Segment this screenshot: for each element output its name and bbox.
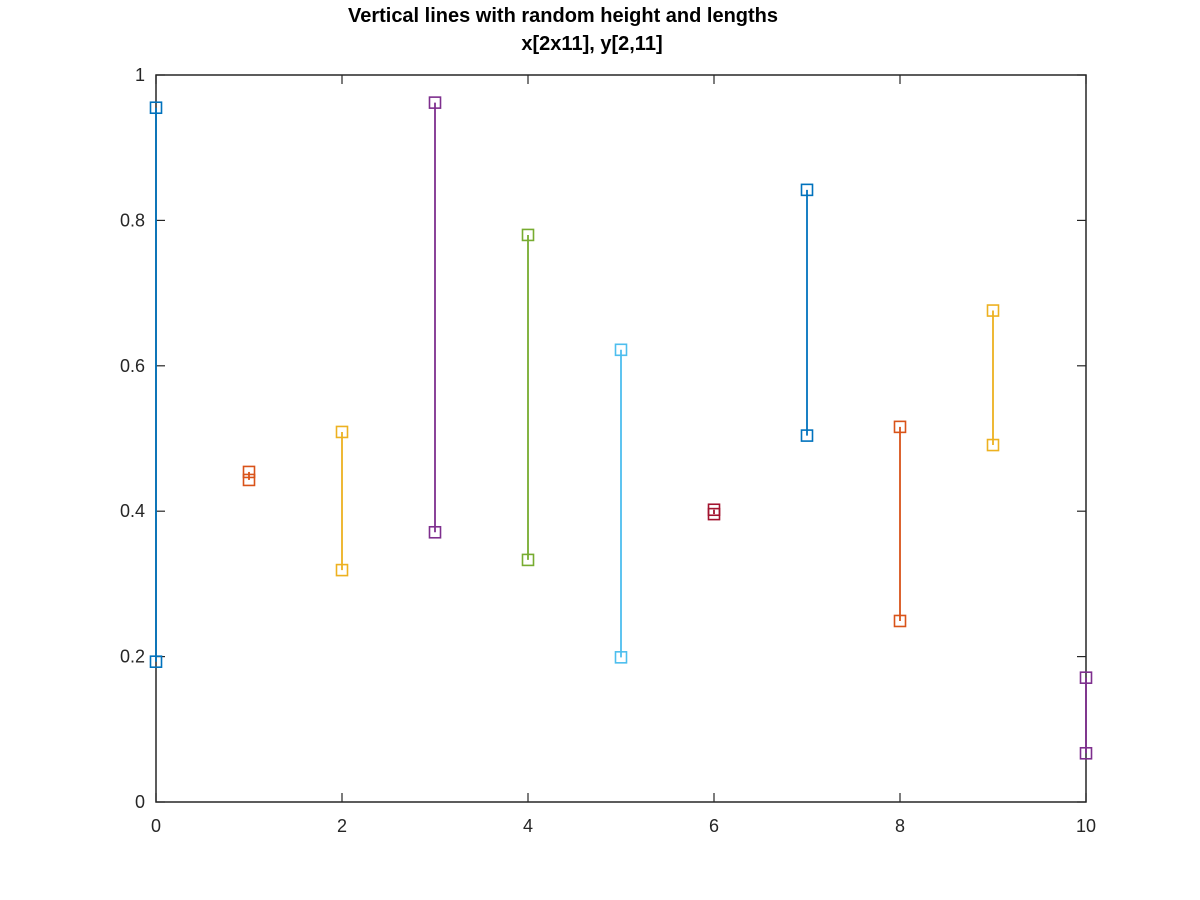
series-10-marker-0: [1079, 671, 1093, 684]
chart-title: Vertical lines with random height and le…: [348, 5, 778, 27]
chart-subtitle: x[2x11], y[2,11]: [521, 33, 662, 55]
x-tick-label: 0: [151, 816, 161, 836]
series-1-marker-0: [242, 465, 256, 479]
x-tick-label: 4: [523, 816, 533, 836]
series-9-marker-0: [986, 304, 1000, 317]
y-tick-label: 0: [135, 792, 145, 812]
plot-area: 0 2 4 6 8 10 0 0.2 0.4 0.6 0.8 1: [120, 65, 1096, 836]
series-3-marker-0: [428, 96, 442, 109]
series-6-marker-1: [707, 507, 721, 521]
series-0-marker-1: [149, 655, 163, 668]
x-tick-label: 2: [337, 816, 347, 836]
series-2-marker-0: [335, 425, 349, 439]
series-8-marker-0: [893, 420, 907, 434]
series-2-marker-1: [335, 563, 349, 577]
y-tick-label: 0.4: [120, 501, 145, 521]
series-8-marker-1: [893, 614, 907, 628]
series-7-marker-0: [800, 183, 814, 197]
y-tick-label: 0.8: [120, 210, 145, 230]
series-1-marker-1: [242, 473, 256, 487]
series-9-marker-1: [986, 438, 1000, 452]
series-3-marker-1: [428, 525, 442, 539]
series-5-marker-1: [614, 651, 628, 664]
x-tick-label: 10: [1076, 816, 1096, 836]
series-4-marker-1: [521, 553, 535, 567]
series-10-marker-1: [1079, 746, 1093, 760]
y-tick-label: 0.2: [120, 647, 145, 667]
x-tick-label: 6: [709, 816, 719, 836]
y-tick-label: 1: [135, 65, 145, 85]
series-4-marker-0: [521, 228, 535, 242]
series-0-marker-0: [149, 101, 163, 115]
y-tick-label: 0.6: [120, 356, 145, 376]
series-5-marker-0: [614, 343, 628, 357]
x-tick-label: 8: [895, 816, 905, 836]
series-7-marker-1: [800, 429, 814, 442]
